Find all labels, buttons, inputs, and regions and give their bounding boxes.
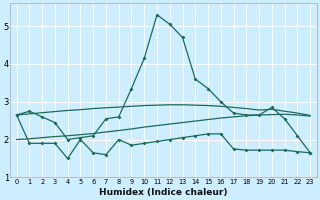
X-axis label: Humidex (Indice chaleur): Humidex (Indice chaleur) — [99, 188, 228, 197]
